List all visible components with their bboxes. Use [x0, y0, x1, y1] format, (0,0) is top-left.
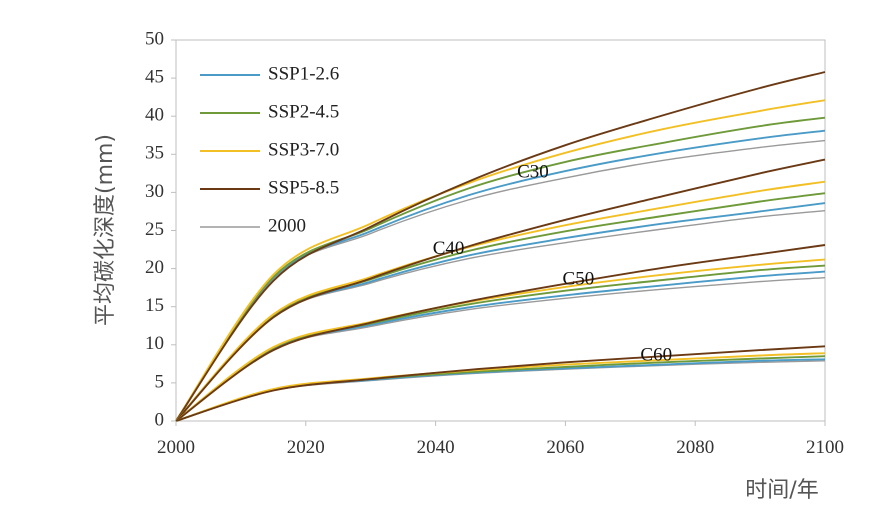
- x-axis: 2000 2020 2040 2060 2080 2100: [157, 421, 844, 458]
- group-label-c50: C50: [563, 268, 595, 289]
- y-axis-title: 平均碳化深度(mm): [93, 134, 118, 326]
- group-label-c60: C60: [640, 345, 672, 366]
- y-tick-label: 15: [145, 295, 164, 316]
- series-line-c30-ssp5-8-5: [175, 71, 826, 422]
- series-line-c30-ssp2-4-5: [175, 116, 826, 422]
- y-tick-label: 25: [145, 219, 164, 240]
- legend: SSP1-2.6 SSP2-4.5 SSP3-7.0 SSP5-8.5 2000: [200, 63, 339, 236]
- y-tick-label: 40: [145, 105, 164, 126]
- x-tick-label: 2060: [546, 437, 584, 458]
- y-tick-label: 10: [145, 333, 164, 354]
- group-labels: C30 C40 C50 C60: [433, 162, 672, 366]
- x-tick-label: 2100: [806, 437, 844, 458]
- series-line-c60-ssp3-7-0: [175, 352, 826, 422]
- y-axis: 0 5 10 15 20 25 30 35 40 45 50: [145, 28, 176, 430]
- group-label-c30: C30: [517, 162, 549, 183]
- y-tick-label: 50: [145, 28, 164, 49]
- y-tick-label: 20: [145, 257, 164, 278]
- series-line-c40-ssp5-8-5: [175, 158, 826, 422]
- y-tick-label: 45: [145, 66, 164, 87]
- legend-label-ssp2-4-5: SSP2-4.5: [268, 101, 339, 122]
- x-tick-label: 2020: [287, 437, 325, 458]
- x-tick-label: 2000: [157, 437, 195, 458]
- x-tick-label: 2080: [676, 437, 714, 458]
- legend-label-2000: 2000: [268, 215, 306, 236]
- y-tick-label: 35: [145, 143, 164, 164]
- legend-label-ssp5-8-5: SSP5-8.5: [268, 177, 339, 198]
- series-line-c50-ssp5-8-5: [175, 244, 826, 422]
- y-tick-label: 30: [145, 181, 164, 202]
- series-layer: [175, 71, 826, 422]
- series-line-c40-ssp3-7-0: [175, 180, 826, 422]
- series-line-c60-ssp5-8-5: [175, 345, 826, 422]
- series-line-c30-ssp3-7-0: [175, 99, 826, 422]
- x-axis-title: 时间/年: [745, 478, 818, 503]
- series-line-c50-ssp3-7-0: [175, 258, 826, 422]
- y-tick-label: 0: [155, 409, 165, 430]
- legend-label-ssp1-2-6: SSP1-2.6: [268, 63, 339, 84]
- group-label-c40: C40: [433, 238, 465, 259]
- y-tick-label: 5: [155, 371, 165, 392]
- legend-label-ssp3-7-0: SSP3-7.0: [268, 139, 339, 160]
- x-tick-label: 2040: [417, 437, 455, 458]
